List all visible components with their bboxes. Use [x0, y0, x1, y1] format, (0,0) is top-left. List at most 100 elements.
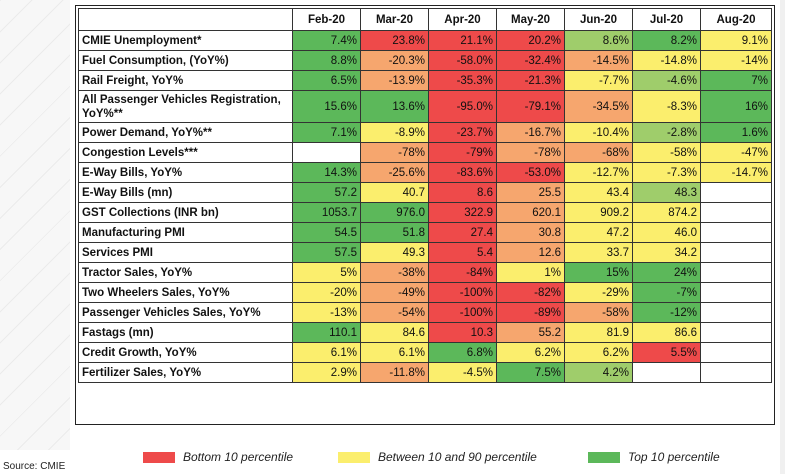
row-label: GST Collections (INR bn): [78, 202, 293, 223]
table-cell: 6.1%: [292, 342, 361, 363]
table-cell: 40.7: [360, 182, 429, 203]
table-cell: -14.5%: [564, 50, 633, 71]
table-row: Manufacturing PMI 54.5 51.8 27.4 30.8 47.2 46.…: [78, 222, 772, 243]
table-cell: 81.9: [564, 322, 633, 343]
table-cell: 57.5: [292, 242, 361, 263]
table-row: Power Demand, YoY%** 7.1% -8.9% -23.7% -16.7…: [78, 122, 772, 143]
row-label: Services PMI: [78, 242, 293, 263]
table-row: Congestion Levels*** -78% -79% -78% -68% -58%…: [78, 142, 772, 163]
row-label: E-Way Bills, YoY%: [78, 162, 293, 183]
table-cell: -12.7%: [564, 162, 633, 183]
table-cell: -14%: [700, 50, 772, 71]
table-cell: [700, 202, 772, 223]
table-cell: 1053.7: [292, 202, 361, 223]
table-row: Fastags (mn) 110.1 84.6 10.3 55.2 81.9 86.6: [78, 322, 772, 343]
table-cell: 7%: [700, 70, 772, 91]
table-cell: -8.3%: [632, 90, 701, 123]
table-cell: 6.2%: [496, 342, 565, 363]
table-row: GST Collections (INR bn) 1053.7 976.0 322.9…: [78, 202, 772, 223]
table-cell: -100%: [428, 282, 497, 303]
table-row: Two Wheelers Sales, YoY% -20% -49% -100% -82…: [78, 282, 772, 303]
table-cell: 4.2%: [564, 362, 633, 383]
table-cell: 23.8%: [360, 30, 429, 51]
table-cell: 5.5%: [632, 342, 701, 363]
table-cell: -32.4%: [496, 50, 565, 71]
table-row: Services PMI 57.5 49.3 5.4 12.6 33.7 34.2: [78, 242, 772, 263]
table-cell: -2.8%: [632, 122, 701, 143]
table-cell: -53.0%: [496, 162, 565, 183]
table-cell: -14.8%: [632, 50, 701, 71]
row-label: Rail Freight, YoY%: [78, 70, 293, 91]
table-cell: 1%: [496, 262, 565, 283]
table-cell: 6.1%: [360, 342, 429, 363]
row-label: CMIE Unemployment*: [78, 30, 293, 51]
table-cell: 27.4: [428, 222, 497, 243]
table-cell: 54.5: [292, 222, 361, 243]
table-cell: -95.0%: [428, 90, 497, 123]
table-cell: 5%: [292, 262, 361, 283]
table-cell: 16%: [700, 90, 772, 123]
table-cell: 33.7: [564, 242, 633, 263]
table-cell: -29%: [564, 282, 633, 303]
legend-item-top: Top 10 percentile: [588, 450, 720, 464]
table-cell: 21.1%: [428, 30, 497, 51]
table-cell: -13.9%: [360, 70, 429, 91]
header-month: Jun-20: [564, 8, 633, 31]
table-cell: -84%: [428, 262, 497, 283]
row-label: Congestion Levels***: [78, 142, 293, 163]
header-month: Feb-20: [292, 8, 361, 31]
legend-label: Bottom 10 percentile: [183, 450, 294, 464]
table-cell: 7.5%: [496, 362, 565, 383]
table-cell: 620.1: [496, 202, 565, 223]
table-cell: -16.7%: [496, 122, 565, 143]
table-row: E-Way Bills (mn) 57.2 40.7 8.6 25.5 43.4 48.3: [78, 182, 772, 203]
header-corner: [78, 8, 293, 31]
row-label: Tractor Sales, YoY%: [78, 262, 293, 283]
table-cell: 24%: [632, 262, 701, 283]
table-cell: -79%: [428, 142, 497, 163]
row-label: Fastags (mn): [78, 322, 293, 343]
table-cell: 8.2%: [632, 30, 701, 51]
table-cell: -8.9%: [360, 122, 429, 143]
row-label: Fertilizer Sales, YoY%: [78, 362, 293, 383]
legend-swatch-green: [588, 451, 620, 463]
table-cell: [700, 362, 772, 383]
table-row: Passenger Vehicles Sales, YoY% -13% -54% -1…: [78, 302, 772, 323]
table-cell: 322.9: [428, 202, 497, 223]
header-row: Feb-20 Mar-20 Apr-20 May-20 Jun-20 Jul-2…: [78, 8, 772, 31]
table-cell: 43.4: [564, 182, 633, 203]
row-label: Credit Growth, YoY%: [78, 342, 293, 363]
table-cell: -11.8%: [360, 362, 429, 383]
table-cell: 25.5: [496, 182, 565, 203]
table-cell: 8.6%: [564, 30, 633, 51]
table-cell: -25.6%: [360, 162, 429, 183]
table-cell: 12.6: [496, 242, 565, 263]
table-row: Fertilizer Sales, YoY% 2.9% -11.8% -4.5% 7.5…: [78, 362, 772, 383]
row-label: Fuel Consumption, (YoY%): [78, 50, 293, 71]
table-cell: 30.8: [496, 222, 565, 243]
table-cell: -78%: [360, 142, 429, 163]
table-cell: [700, 182, 772, 203]
table-cell: -20%: [292, 282, 361, 303]
table-cell: 46.0: [632, 222, 701, 243]
header-month: Jul-20: [632, 8, 701, 31]
table-cell: 2.9%: [292, 362, 361, 383]
table-cell: -58%: [564, 302, 633, 323]
table-cell: [700, 302, 772, 323]
table-row: All Passenger Vehicles Registration, YoY…: [78, 90, 772, 123]
table-cell: -38%: [360, 262, 429, 283]
table-cell: -7.3%: [632, 162, 701, 183]
legend-swatch-yellow: [338, 451, 370, 463]
legend-item-middle: Between 10 and 90 percentile: [338, 450, 537, 464]
header-month: May-20: [496, 8, 565, 31]
table-cell: 48.3: [632, 182, 701, 203]
table-row: Rail Freight, YoY% 6.5% -13.9% -35.3% -21.3%…: [78, 70, 772, 91]
table-cell: 15%: [564, 262, 633, 283]
table-cell: -4.5%: [428, 362, 497, 383]
row-label: Two Wheelers Sales, YoY%: [78, 282, 293, 303]
table-row: Credit Growth, YoY% 6.1% 6.1% 6.8% 6.2% 6.2% 5…: [78, 342, 772, 363]
table-cell: -7.7%: [564, 70, 633, 91]
source-note: Source: CMIE: [3, 461, 66, 472]
table-cell: [700, 222, 772, 243]
legend-swatch-red: [143, 451, 175, 463]
